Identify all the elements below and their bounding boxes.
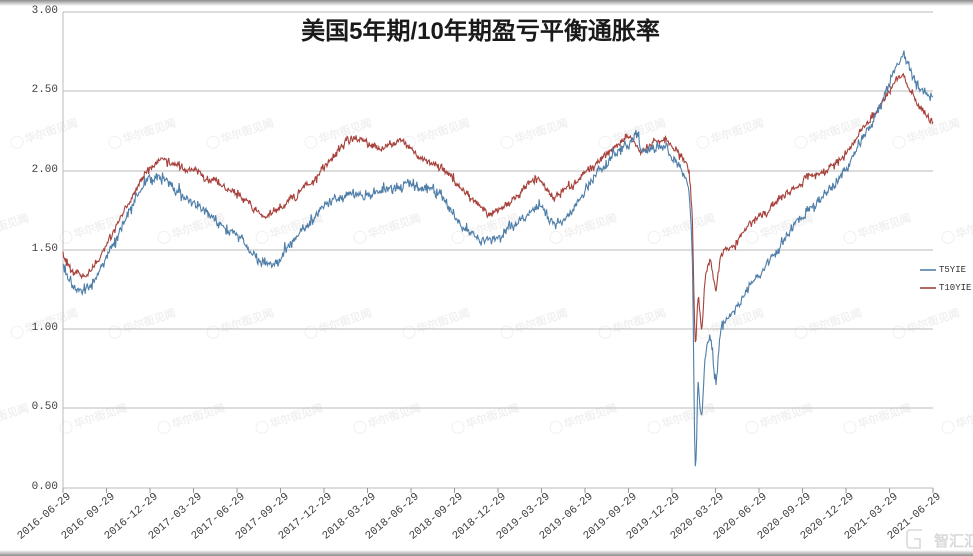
svg-text:智汇汇: 智汇汇	[934, 532, 973, 550]
